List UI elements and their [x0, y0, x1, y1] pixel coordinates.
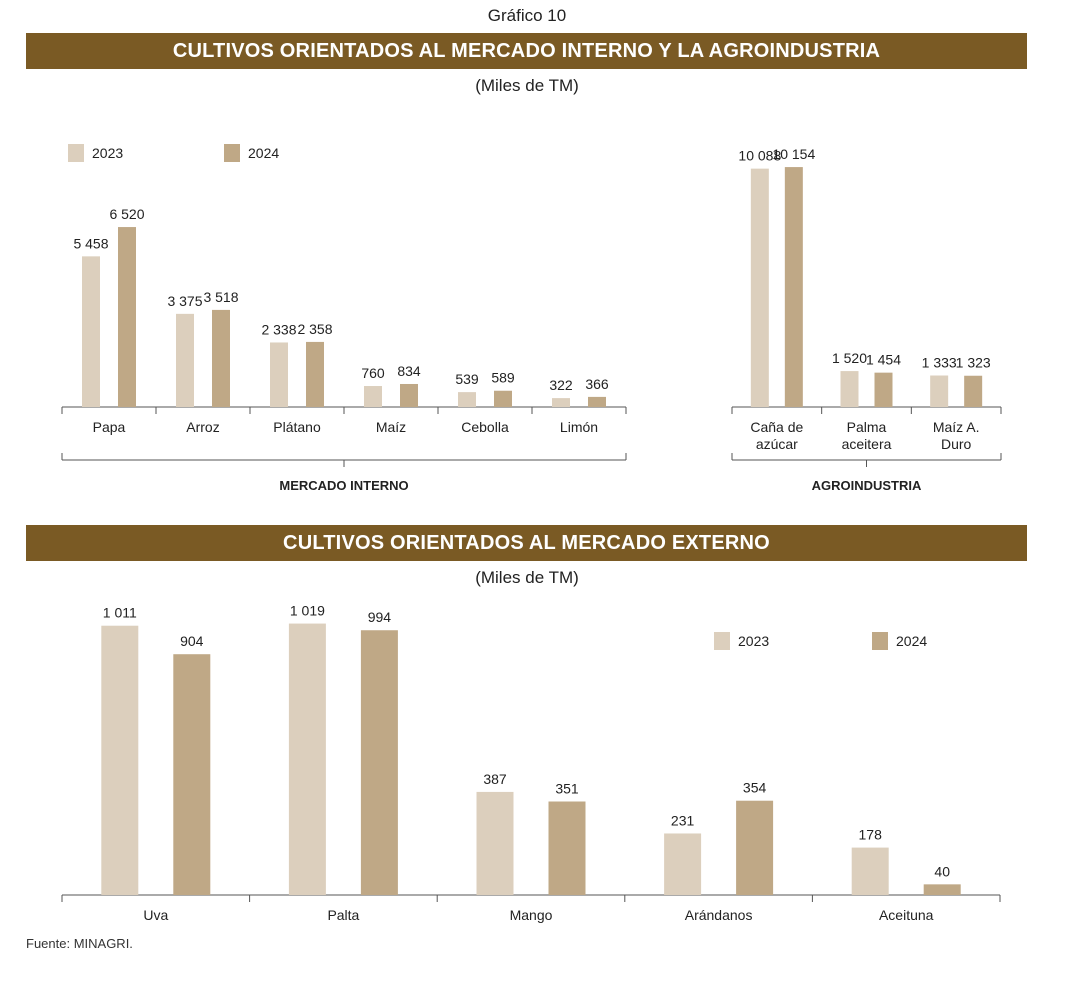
data-label-2024: 40 [934, 863, 950, 879]
x-tick-label: Uva [143, 907, 168, 923]
data-label-2024: 366 [585, 376, 609, 392]
data-label-2023: 3 375 [167, 293, 202, 309]
bar-2024 [494, 390, 512, 407]
data-label-2024: 354 [743, 780, 767, 796]
bar-2023 [458, 392, 476, 407]
data-label-2024: 834 [397, 363, 421, 379]
bar-2024 [874, 372, 893, 407]
bar-2023 [176, 313, 194, 407]
x-tick-label: Plátano [273, 419, 321, 435]
legend-label-2023: 2023 [738, 633, 769, 649]
bottom-section-title: CULTIVOS ORIENTADOS AL MERCADO EXTERNO [26, 525, 1027, 561]
data-label-2024: 2 358 [297, 321, 332, 337]
bar-2023 [552, 398, 570, 407]
legend-swatch-2024 [224, 144, 240, 162]
x-tick-label: Arándanos [685, 907, 753, 923]
data-label-2024: 3 518 [203, 289, 238, 305]
bar-2023 [82, 256, 100, 407]
bar-2024 [400, 383, 418, 407]
data-label-2023: 1 019 [290, 603, 325, 619]
x-tick-label: Mango [510, 907, 553, 923]
bar-2023 [840, 371, 859, 407]
data-label-2024: 994 [368, 609, 392, 625]
legend-label-2024: 2024 [896, 633, 927, 649]
bar-2024 [306, 341, 324, 407]
data-label-2023: 760 [361, 365, 385, 381]
x-tick-label: Maíz A. [933, 419, 980, 435]
bar-2023 [930, 375, 949, 407]
legend-label-2024: 2024 [248, 145, 279, 161]
x-tick-label: Papa [93, 419, 126, 435]
x-tick-label: Arroz [186, 419, 219, 435]
bar-2024 [923, 884, 961, 895]
bar-2023 [270, 342, 288, 407]
x-tick-label: Cebolla [461, 419, 509, 435]
x-tick-label: Caña de [750, 419, 803, 435]
group-label: MERCADO INTERNO [279, 478, 408, 493]
bar-2024 [118, 227, 136, 407]
legend-swatch-2023 [714, 632, 730, 650]
x-tick-label: Palma [847, 419, 887, 435]
data-label-2024: 589 [491, 370, 515, 386]
data-label-2023: 2 338 [261, 321, 296, 337]
bar-2024 [360, 630, 398, 895]
bar-2024 [964, 375, 983, 407]
bar-2024 [784, 167, 803, 407]
legend-swatch-2024 [872, 632, 888, 650]
x-tick-label: Aceituna [879, 907, 934, 923]
bar-2023 [101, 625, 139, 895]
x-tick-label: azúcar [756, 436, 798, 452]
data-label-2024: 904 [180, 633, 204, 649]
data-label-2023: 539 [455, 371, 479, 387]
data-label-2024: 351 [555, 781, 579, 797]
x-tick-label: Limón [560, 419, 598, 435]
data-label-2023: 1 520 [832, 350, 867, 366]
data-label-2023: 387 [483, 771, 507, 787]
legend-label-2023: 2023 [92, 145, 123, 161]
top-section-units: (Miles de TM) [475, 76, 579, 95]
bar-2023 [476, 791, 514, 895]
data-label-2024: 10 154 [772, 146, 815, 162]
data-label-2023: 178 [859, 827, 883, 843]
legend-swatch-2023 [68, 144, 84, 162]
source-note: Fuente: MINAGRI. [26, 936, 133, 951]
bar-2024 [212, 309, 230, 407]
data-label-2023: 1 011 [103, 605, 137, 621]
x-tick-label: aceitera [842, 436, 892, 452]
bar-2023 [851, 847, 889, 895]
bottom-section-units: (Miles de TM) [475, 568, 579, 587]
graph-number: Gráfico 10 [487, 6, 567, 25]
data-label-2024: 1 454 [866, 352, 901, 368]
bar-2024 [736, 800, 774, 895]
x-tick-label: Palta [327, 907, 359, 923]
top-section-title: CULTIVOS ORIENTADOS AL MERCADO INTERNO Y… [26, 33, 1027, 69]
bar-2023 [364, 386, 382, 407]
data-label-2023: 5 458 [73, 235, 108, 251]
data-label-2024: 1 323 [956, 355, 991, 371]
group-label: AGROINDUSTRIA [812, 478, 922, 493]
bar-2024 [173, 654, 211, 895]
data-label-2023: 322 [549, 377, 573, 393]
data-label-2024: 6 520 [109, 206, 144, 222]
data-label-2023: 10 088 [738, 148, 781, 164]
bar-2023 [750, 168, 769, 407]
bar-2024 [548, 801, 586, 895]
bar-2024 [588, 396, 606, 407]
data-label-2023: 231 [671, 812, 695, 828]
data-label-2023: 1 333 [922, 355, 957, 371]
bar-2023 [664, 833, 702, 895]
x-tick-label: Duro [941, 436, 972, 452]
bar-2023 [288, 623, 326, 895]
x-tick-label: Maíz [376, 419, 406, 435]
